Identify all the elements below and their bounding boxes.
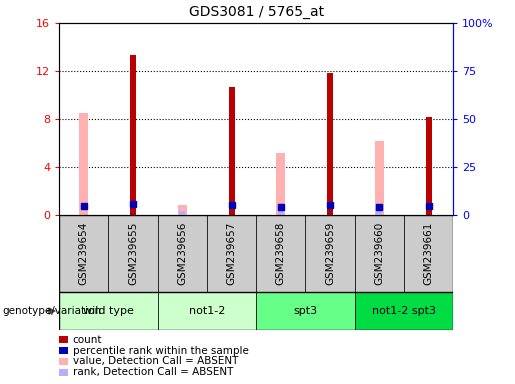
Text: percentile rank within the sample: percentile rank within the sample [73, 346, 249, 356]
Text: rank, Detection Call = ABSENT: rank, Detection Call = ABSENT [73, 367, 233, 377]
Bar [355, 215, 404, 292]
Text: GSM239657: GSM239657 [227, 222, 236, 285]
Bar [355, 292, 453, 330]
Text: GSM239656: GSM239656 [177, 222, 187, 285]
Bar [278, 207, 284, 215]
Bar [158, 215, 207, 292]
Text: GSM239654: GSM239654 [79, 222, 89, 285]
Bar [179, 211, 185, 215]
Bar [256, 292, 355, 330]
Bar [327, 73, 333, 215]
Text: GSM239658: GSM239658 [276, 222, 286, 285]
Bar [229, 87, 234, 215]
Bar [130, 55, 136, 215]
Bar [277, 152, 285, 215]
Text: not1-2: not1-2 [189, 306, 225, 316]
Bar [375, 141, 384, 215]
Text: count: count [73, 335, 102, 345]
Text: GSM239659: GSM239659 [325, 222, 335, 285]
Bar [178, 205, 187, 215]
Text: value, Detection Call = ABSENT: value, Detection Call = ABSENT [73, 356, 238, 366]
Text: spt3: spt3 [294, 306, 318, 316]
Text: GSM239661: GSM239661 [423, 222, 434, 285]
Bar [404, 215, 453, 292]
Text: not1-2 spt3: not1-2 spt3 [372, 306, 436, 316]
Bar [425, 117, 432, 215]
Title: GDS3081 / 5765_at: GDS3081 / 5765_at [188, 5, 324, 19]
Bar [158, 292, 256, 330]
Bar [109, 215, 158, 292]
Bar [305, 215, 355, 292]
Text: GSM239660: GSM239660 [374, 222, 384, 285]
Text: genotype/variation: genotype/variation [3, 306, 101, 316]
Bar [207, 215, 256, 292]
Bar [59, 292, 158, 330]
Bar [79, 113, 88, 215]
Bar [59, 215, 109, 292]
Bar [376, 207, 382, 215]
Text: GSM239655: GSM239655 [128, 222, 138, 285]
Bar [256, 215, 305, 292]
Text: wild type: wild type [83, 306, 134, 316]
